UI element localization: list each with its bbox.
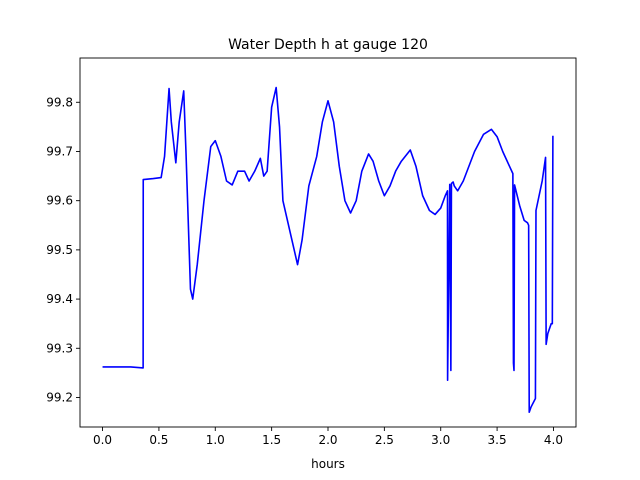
plot-frame <box>79 57 577 428</box>
y-axis-ticks: 99.2 99.3 99.4 99.5 99.6 99.7 99.8 <box>46 95 80 404</box>
y-tick-label: 99.8 <box>46 95 73 109</box>
x-tick-label: 2.5 <box>375 433 394 447</box>
y-tick-label: 99.2 <box>46 390 73 404</box>
x-tick-label: 2.0 <box>318 433 337 447</box>
y-tick-label: 99.5 <box>46 243 73 257</box>
series-line <box>102 86 554 414</box>
x-axis-ticks: 0.0 0.5 1.0 1.5 2.0 2.5 3.0 3.5 4.0 <box>93 427 563 447</box>
y-tick-label: 99.4 <box>46 292 73 306</box>
chart-title: Water Depth h at gauge 120 <box>228 37 428 53</box>
x-tick-label: 4.0 <box>544 433 563 447</box>
x-tick-label: 0.0 <box>93 433 112 447</box>
y-tick-label: 99.6 <box>46 194 73 208</box>
x-tick-label: 3.0 <box>431 433 450 447</box>
x-axis-label: hours <box>311 457 345 471</box>
x-tick-label: 1.0 <box>206 433 225 447</box>
x-tick-label: 3.5 <box>488 433 507 447</box>
x-tick-label: 1.5 <box>262 433 281 447</box>
y-tick-label: 99.7 <box>46 144 73 158</box>
y-tick-label: 99.3 <box>46 341 73 355</box>
x-tick-label: 0.5 <box>149 433 168 447</box>
